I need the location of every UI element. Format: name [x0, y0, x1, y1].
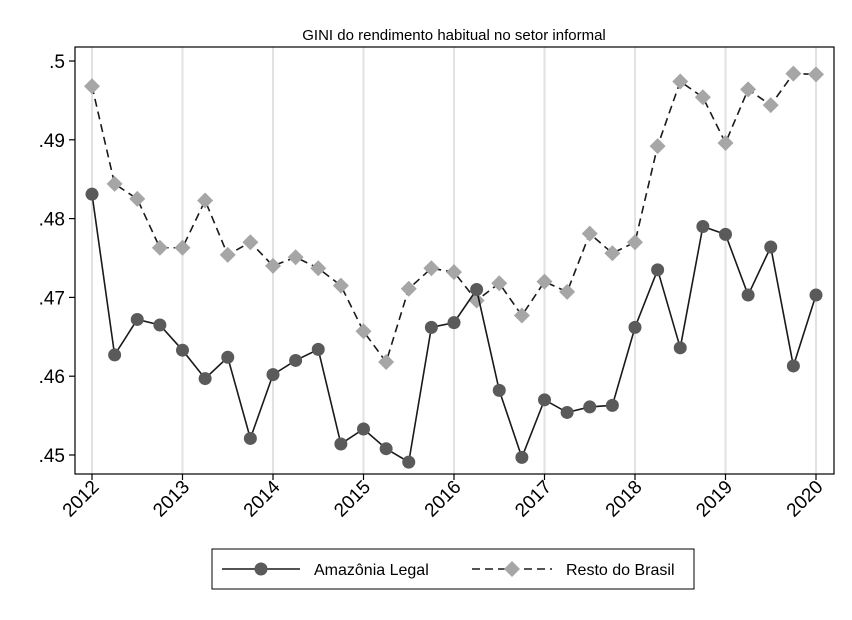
data-point	[357, 422, 370, 436]
data-point	[243, 431, 257, 445]
legend-label: Resto do Brasil	[566, 562, 675, 579]
data-point	[741, 288, 755, 302]
data-point	[536, 273, 553, 290]
data-point	[538, 393, 551, 407]
data-point	[786, 359, 800, 373]
data-point	[198, 372, 212, 386]
data-point	[85, 187, 99, 201]
legend-marker	[254, 562, 268, 576]
data-point	[423, 260, 440, 277]
data-point	[424, 320, 438, 334]
data-point	[515, 450, 529, 464]
legend-label: Amazônia Legal	[314, 562, 429, 579]
data-point	[402, 455, 416, 469]
legend-marker	[504, 561, 520, 577]
y-tick-label: .46	[39, 367, 65, 388]
data-point	[84, 78, 100, 95]
data-point	[197, 192, 214, 209]
data-point	[560, 405, 574, 419]
data-point	[153, 318, 167, 332]
data-point	[129, 190, 146, 207]
data-point	[151, 239, 168, 256]
data-point	[513, 307, 530, 324]
y-tick-label: .45	[39, 446, 65, 467]
data-point	[106, 175, 123, 192]
data-point	[242, 234, 259, 251]
data-point	[628, 320, 642, 334]
data-point	[378, 354, 395, 371]
y-tick-label: .49	[39, 131, 65, 152]
data-point	[400, 280, 417, 297]
data-point	[447, 316, 461, 330]
y-tick-label: .47	[39, 288, 65, 309]
data-point	[174, 239, 191, 256]
data-point	[673, 341, 687, 355]
data-point	[287, 249, 304, 266]
data-point	[219, 246, 236, 263]
data-point	[221, 350, 235, 364]
data-point	[311, 342, 325, 356]
data-point	[762, 97, 779, 114]
data-point	[446, 264, 462, 281]
data-point	[470, 283, 484, 297]
data-point	[491, 275, 508, 292]
data-point	[379, 442, 393, 456]
y-tick-label: .5	[49, 52, 65, 73]
data-point	[740, 81, 757, 98]
data-point	[266, 368, 280, 382]
data-point	[785, 65, 802, 82]
series-resto-do-brasil	[84, 65, 824, 371]
chart-title: GINI do rendimento habitual no setor inf…	[302, 27, 606, 44]
data-point	[696, 219, 710, 233]
series-line	[91, 72, 817, 364]
data-point	[604, 245, 621, 262]
data-point	[334, 437, 348, 451]
data-point	[559, 283, 576, 300]
data-point	[649, 138, 666, 155]
data-point	[672, 73, 689, 90]
data-point	[808, 66, 824, 83]
data-point	[651, 263, 665, 277]
data-point	[176, 343, 189, 357]
y-tick-label: .48	[39, 210, 65, 231]
data-point	[265, 257, 281, 274]
data-point	[809, 288, 823, 302]
series-amaz-nia-legal	[85, 187, 823, 469]
data-point	[108, 348, 122, 362]
data-point	[764, 240, 778, 254]
data-point	[583, 400, 597, 414]
data-point	[717, 134, 734, 151]
data-point	[627, 234, 643, 251]
data-point	[581, 225, 598, 242]
data-point	[310, 260, 327, 277]
data-point	[719, 227, 732, 241]
data-point	[355, 323, 372, 340]
data-point	[492, 383, 506, 397]
data-point	[605, 398, 619, 412]
data-point	[694, 89, 711, 106]
legend: Amazônia Legal Resto do Brasil	[211, 548, 695, 590]
data-point	[289, 353, 303, 367]
data-point	[130, 312, 144, 326]
data-point	[332, 277, 349, 294]
